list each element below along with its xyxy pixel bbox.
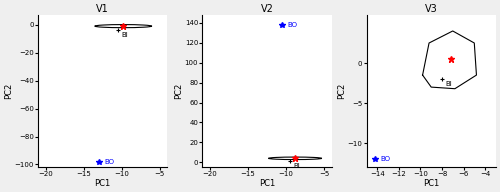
X-axis label: PC1: PC1: [259, 179, 275, 188]
Title: V3: V3: [425, 4, 438, 14]
Title: V2: V2: [260, 4, 274, 14]
Text: BI: BI: [446, 81, 452, 87]
Text: BO: BO: [288, 22, 298, 28]
Text: BO: BO: [380, 156, 390, 162]
Text: BO: BO: [104, 159, 114, 165]
X-axis label: PC1: PC1: [94, 179, 111, 188]
Text: BI: BI: [122, 32, 128, 38]
X-axis label: PC1: PC1: [423, 179, 440, 188]
Text: BI: BI: [294, 163, 300, 169]
Title: V1: V1: [96, 4, 109, 14]
Y-axis label: PC2: PC2: [4, 83, 13, 99]
Y-axis label: PC2: PC2: [337, 83, 346, 99]
Y-axis label: PC2: PC2: [174, 83, 184, 99]
